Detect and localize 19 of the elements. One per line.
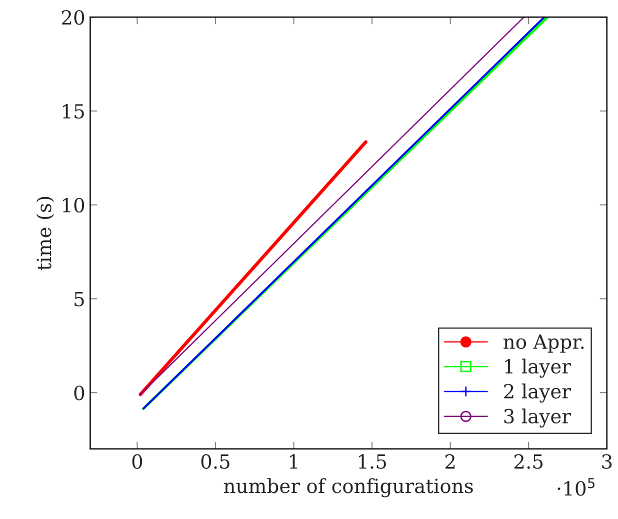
y-tick-label: 0: [74, 386, 84, 400]
x-tick-label: 1: [290, 454, 298, 469]
y-tick-label: 10: [62, 198, 84, 213]
y-tick-label: 5: [74, 292, 84, 306]
x-tick-label: 2.5: [514, 454, 543, 469]
x-tick-label: 1.5: [358, 454, 386, 469]
legend-label: no Appr.: [504, 334, 584, 353]
x-tick-label: 3: [602, 454, 612, 469]
legend-label: 2 layer: [504, 384, 571, 403]
x-tick-label: 0.5: [201, 454, 230, 469]
legend-label: 1 layer: [505, 358, 571, 378]
text: ·10$^{5}$: [558, 478, 595, 496]
x-axis-title: number of configurations: [224, 478, 473, 498]
y-axis-title: time (s): [36, 196, 54, 270]
y-tick-label: 20: [62, 10, 84, 25]
y-tick-label: 15: [62, 104, 84, 119]
x-tick-label: 2: [445, 454, 455, 469]
x-tick-label: 0: [132, 454, 142, 469]
legend-label: 3 layer: [504, 408, 571, 428]
